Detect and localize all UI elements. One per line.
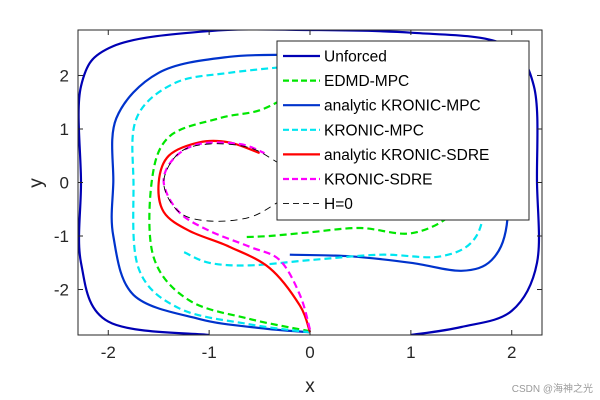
y-tick-label: -2: [54, 281, 69, 300]
series-line-analytic-kronic-sdre: [157, 139, 312, 333]
y-tick-label: -1: [54, 227, 69, 246]
watermark-text: CSDN @海神之光: [512, 382, 593, 395]
x-tick-label: -1: [202, 343, 217, 362]
axis-ticks: -2 -1 0 1 2 -2 -1 0 1 2: [54, 30, 542, 362]
legend: Unforced EDMD-MPC analytic KRONIC-MPC KRONI…: [276, 40, 530, 221]
legend-label-unforced: Unforced: [324, 49, 387, 66]
y-tick-label: 0: [60, 174, 69, 193]
series-line-h-0: [163, 143, 311, 222]
x-tick-label: 1: [406, 343, 415, 362]
legend-label-kronic-mpc: KRONIC-MPC: [324, 122, 424, 139]
legend-label-kronic-sdre: KRONIC-SDRE: [324, 172, 433, 189]
legend-label-analytic-kronic-sdre: analytic KRONIC-SDRE: [324, 147, 489, 164]
legend-label-h-0: H=0: [324, 196, 353, 213]
x-tick-label: 2: [507, 343, 516, 362]
x-tick-label: 0: [305, 343, 314, 362]
x-tick-label: -2: [101, 343, 116, 362]
legend-label-edmd-mpc: EDMD-MPC: [324, 73, 409, 90]
y-tick-label: 1: [60, 120, 69, 139]
series-line-kronic-mpc: [131, 58, 489, 334]
y-axis-label: y: [26, 178, 47, 188]
y-tick-label: 2: [60, 66, 69, 85]
x-axis-label: x: [305, 376, 315, 397]
legend-label-analytic-kronic-mpc: analytic KRONIC-MPC: [324, 98, 481, 115]
